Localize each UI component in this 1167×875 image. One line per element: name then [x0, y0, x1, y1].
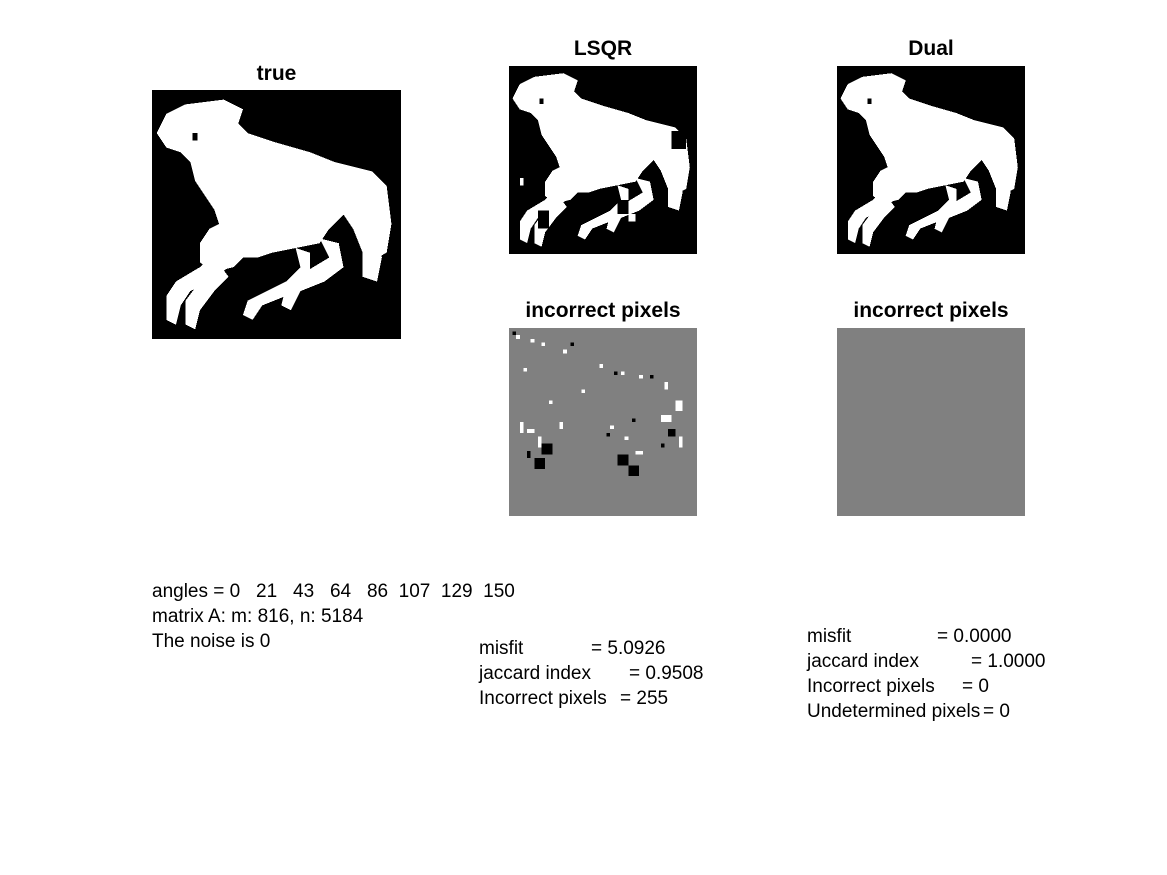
dual-image	[837, 66, 1025, 254]
lsqr-jaccard-label: jaccard index	[479, 663, 591, 684]
lsqr-misfit: misfit = 5.0926	[479, 636, 666, 661]
lsqr-panel-title: LSQR	[573, 37, 633, 60]
true-panel-title: true	[256, 62, 297, 85]
dual-incorrect: Incorrect pixels = 0	[807, 674, 989, 699]
lsqr-image	[509, 66, 697, 254]
dual-error-title: incorrect pixels	[853, 299, 1009, 322]
dual-error-image	[837, 328, 1025, 516]
lsqr-incorrect: Incorrect pixels = 255	[479, 686, 668, 711]
angles-text: angles = 0 21 43 64 86 107 129 150	[152, 581, 515, 602]
noise-text: The noise is 0	[152, 631, 271, 652]
lsqr-jaccard: jaccard index = 0.9508	[479, 661, 704, 686]
true-image	[152, 90, 401, 339]
lsqr-incorrect-value: = 255	[620, 688, 669, 709]
dual-panel-title: Dual	[908, 37, 954, 60]
lsqr-error-title: incorrect pixels	[525, 299, 681, 322]
dual-jaccard-label: jaccard index	[807, 651, 919, 672]
lsqr-error-image	[509, 328, 697, 516]
lsqr-jaccard-value: = 0.9508	[629, 663, 704, 684]
dual-incorrect-value: = 0	[962, 676, 989, 697]
dual-misfit-label: misfit	[807, 626, 852, 647]
dual-misfit-value: = 0.0000	[937, 626, 1012, 647]
lsqr-misfit-value: = 5.0926	[591, 638, 666, 659]
lsqr-incorrect-label: Incorrect pixels	[479, 688, 607, 709]
dual-undetermined-value: = 0	[983, 701, 1010, 722]
dual-undetermined: Undetermined pixels = 0	[807, 699, 1010, 724]
matrix-text: matrix A: m: 816, n: 5184	[152, 606, 364, 627]
dual-misfit: misfit = 0.0000	[807, 624, 1012, 649]
dual-incorrect-label: Incorrect pixels	[807, 676, 935, 697]
dual-jaccard-value: = 1.0000	[971, 651, 1046, 672]
lsqr-misfit-label: misfit	[479, 638, 524, 659]
dual-undetermined-label: Undetermined pixels	[807, 701, 981, 722]
dual-jaccard: jaccard index = 1.0000	[807, 649, 1046, 674]
